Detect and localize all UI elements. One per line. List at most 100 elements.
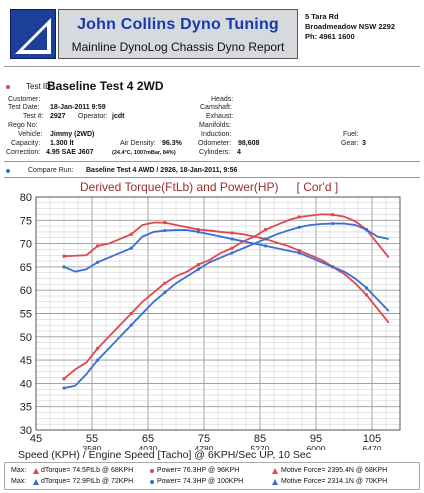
max-force-compare: Motive Force= 2314.1N @ 70KPH	[281, 478, 388, 485]
data-point	[129, 232, 133, 236]
data-point	[129, 246, 133, 250]
y-tick-label: 80	[20, 192, 32, 204]
data-point	[364, 286, 368, 290]
y-tick-label: 70	[20, 239, 32, 251]
data-point	[264, 237, 268, 241]
x-axis-label: Speed (KPH) / Engine Speed [Tacho] @ 6KP…	[18, 449, 311, 461]
data-point	[196, 228, 200, 232]
data-point	[129, 323, 133, 327]
y-tick-label: 35	[20, 402, 32, 414]
max-label: Max:	[11, 478, 27, 485]
customer-label: Customer:	[8, 96, 41, 103]
rpm-tick-label: 6000	[307, 444, 326, 450]
y-tick-label: 65	[20, 262, 32, 274]
chart-title: Derived Torque(FtLb) and Power(HP) [ Cor'…	[80, 180, 338, 194]
vehicle-label: Vehicle:	[18, 131, 43, 138]
compare-run-label: Compare Run:	[28, 167, 74, 174]
series-line	[63, 222, 389, 389]
manifolds-label: Manifolds:	[199, 122, 231, 129]
corrected-flag: [ Cor'd ]	[296, 180, 339, 194]
logo-graphic	[15, 18, 51, 54]
blue-dot-icon	[150, 480, 154, 484]
red-triangle-icon	[33, 468, 39, 474]
data-point	[230, 237, 234, 241]
gear-value: 3	[362, 140, 366, 147]
data-point	[230, 231, 234, 235]
vehicle-value: Jimmy (2WD)	[50, 131, 95, 138]
correction-label: Correction:	[6, 149, 41, 156]
test-marker	[6, 85, 10, 89]
data-point	[196, 230, 200, 234]
air-density-value: 96.3%	[162, 140, 182, 147]
data-point	[163, 290, 167, 295]
report-subtitle: Mainline DynoLog Chassis Dyno Report	[71, 40, 285, 54]
blue-triangle-icon	[33, 479, 39, 485]
data-point	[264, 244, 268, 248]
max-label: Max:	[11, 467, 27, 474]
phone-line: Ph: 4961 1600	[305, 32, 355, 41]
max-power-test: Power= 76.3HP @ 96KPH	[157, 467, 240, 474]
rpm-tick-label: 6470	[363, 444, 382, 450]
x-tick-label: 105	[363, 433, 381, 445]
operator-label: Operator:	[78, 113, 108, 120]
data-point	[364, 293, 368, 297]
data-point	[129, 312, 133, 315]
camshaft-label: Camshaft:	[200, 104, 232, 111]
cylinders-label: Cylinders:	[199, 149, 231, 156]
company-name: John Collins Dyno Tuning	[77, 16, 279, 33]
test-date-value: 18-Jan-2011 9:59	[50, 104, 106, 111]
max-power-compare: Power= 74.3HP @ 100KPH	[157, 478, 244, 485]
company-logo	[10, 9, 56, 59]
y-axis: 30 35 40 45 50 55 60 65 70 75 80	[20, 192, 32, 437]
data-point	[163, 221, 167, 225]
compare-run-value: Baseline Test 4 AWD / 2926, 18-Jan-2011,…	[86, 167, 238, 174]
air-density-label: Air Density:	[120, 140, 156, 147]
data-point	[96, 346, 100, 350]
x-tick-label: 85	[254, 433, 266, 445]
data-point	[364, 228, 368, 232]
data-point	[264, 228, 268, 232]
heads-label: Heads:	[211, 96, 234, 103]
chart-series	[62, 213, 390, 390]
data-point	[331, 265, 335, 269]
address-line: Broadmeadow NSW 2292	[305, 22, 396, 31]
y-tick-label: 75	[20, 215, 32, 227]
y-tick-label: 45	[20, 355, 32, 367]
data-point	[96, 244, 100, 248]
company-address: 5 Tara Rd Broadmeadow NSW 2292 Ph: 4961 …	[305, 12, 395, 42]
data-point	[62, 386, 66, 390]
x-tick-label: 65	[142, 433, 154, 445]
data-point	[62, 254, 66, 258]
red-triangle-icon	[272, 468, 278, 474]
fuel-label: Fuel:	[343, 131, 359, 138]
data-point	[230, 251, 234, 255]
test-date-label: Test Date:	[8, 104, 40, 111]
data-point	[331, 213, 335, 217]
compare-marker	[6, 169, 10, 173]
induction-label: Induction:	[201, 131, 232, 138]
y-tick-label: 40	[20, 378, 32, 390]
report-title-box: John Collins Dyno Tuning Mainline DynoLo…	[58, 9, 298, 59]
plot-frame	[35, 196, 401, 431]
max-torque-test: dTorque= 74.5FtLb @ 68KPH	[41, 467, 134, 474]
y-tick-label: 50	[20, 332, 32, 344]
address-line: 5 Tara Rd	[305, 12, 339, 21]
odometer-label: Odometer:	[198, 140, 232, 147]
y-tick-label: 60	[20, 285, 32, 297]
data-point	[230, 246, 234, 250]
capacity-value: 1.300 lt	[50, 140, 74, 147]
rpm-tick-label: 5270	[251, 444, 270, 450]
data-point	[331, 221, 335, 226]
x-tick-label: 75	[198, 433, 210, 445]
cylinders-value: 4	[237, 149, 241, 156]
correction-value: 4.95 SAE J607	[46, 149, 94, 156]
chart-grid	[35, 196, 401, 431]
odometer-value: 98,608	[238, 140, 260, 147]
correction-conditions: (24.4°C, 1007mBar, 84%)	[112, 150, 176, 156]
data-point	[297, 251, 301, 255]
data-point	[163, 281, 167, 285]
max-torque-compare: dTorque= 72.9FtLb @ 72KPH	[41, 478, 134, 485]
data-point	[297, 225, 301, 229]
